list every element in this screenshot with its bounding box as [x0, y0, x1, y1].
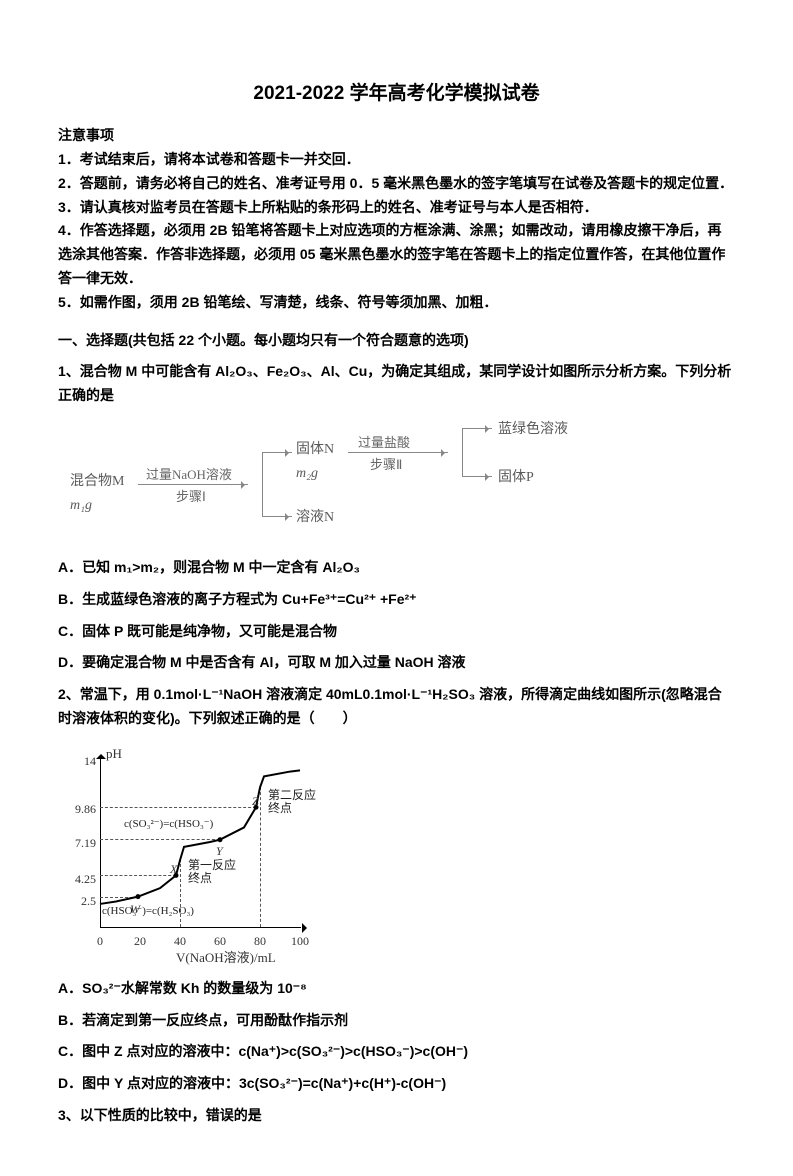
flow-label: 步骤Ⅰ — [176, 486, 206, 508]
flow-split — [262, 452, 263, 516]
point-label-z: Z — [252, 791, 259, 811]
notice-line: 4．作答选择题，必须用 2B 铅笔将答题卡上对应选项的方框涂满、涂黑；如需改动，… — [58, 219, 735, 290]
q1-option-b: B．生成蓝绿色溶液的离子方程式为 Cu+Fe³⁺=Cu²⁺ +Fe²⁺ — [58, 588, 735, 612]
point-label-x: X — [170, 859, 177, 879]
flow-label: 步骤Ⅱ — [370, 454, 402, 476]
flow-text: 固体N — [296, 438, 334, 462]
notice-line: 5．如需作图，须用 2B 铅笔绘、写清楚，线条、符号等须加黑、加粗． — [58, 291, 735, 315]
q2-option-d: D．图中 Y 点对应的溶液中：3c(SO₃²⁻)=c(Na⁺)+c(H⁺)-c(… — [58, 1072, 735, 1096]
flow-node-blue-green: 蓝绿色溶液 — [498, 418, 568, 442]
q3-stem: 3、以下性质的比较中，错误的是 — [58, 1104, 735, 1128]
exam-page: 2021-2022 学年高考化学模拟试卷 注意事项 1．考试结束后，请将本试卷和… — [0, 0, 793, 1176]
anno-y-eq: c(SO₃²⁻)=c(HSO₃⁻) — [124, 815, 213, 834]
arrow-icon — [262, 452, 292, 453]
q2-option-c: C．图中 Z 点对应的溶液中：c(Na⁺)>c(SO₃²⁻)>c(HSO₃⁻)>… — [58, 1040, 735, 1064]
notice-line: 3．请认真核对监考员在答题卡上所粘贴的条形码上的姓名、准考证号与本人是否相符． — [58, 196, 735, 220]
q2-option-a: A．SO₃²⁻水解常数 Kh 的数量级为 10⁻⁸ — [58, 977, 735, 1001]
section-header: 一、选择题(共包括 22 个小题。每小题均只有一个符合题意的选项) — [58, 329, 735, 353]
q1-stem: 1、混合物 M 中可能含有 Al₂O₃、Fe₂O₃、Al、Cu，为确定其组成，某… — [58, 360, 735, 408]
flow-text: 蓝绿色溶液 — [498, 418, 568, 442]
page-title: 2021-2022 学年高考化学模拟试卷 — [58, 78, 735, 110]
notice-line: 2．答题前，请务必将自己的姓名、准考证号用 0．5 毫米黑色墨水的签字笔填写在试… — [58, 172, 735, 196]
q1-option-d: D．要确定混合物 M 中是否含有 Al，可取 M 加入过量 NaOH 溶液 — [58, 651, 735, 675]
flow-label: 过量NaOH溶液 — [146, 464, 232, 486]
flow-node-solid-n: 固体N m₂g — [296, 438, 334, 486]
q1-option-c: C．固体 P 既可能是纯净物，又可能是混合物 — [58, 620, 735, 644]
q1-option-a: A．已知 m₁>m₂，则混合物 M 中一定含有 Al₂O₃ — [58, 556, 735, 580]
anno-second-equiv: 第二反应终点 — [268, 789, 316, 815]
anno-w-eq: c(HSO₃⁻)=c(H₂SO₃) — [102, 902, 194, 921]
arrow-icon — [462, 476, 492, 477]
flow-node-solution-n: 溶液N — [296, 506, 334, 530]
titration-curve — [58, 739, 338, 969]
flow-text: 固体P — [498, 466, 534, 490]
flow-text: 混合物M — [70, 470, 124, 494]
flow-label: 过量盐酸 — [358, 432, 410, 454]
flow-node-mixture-m: 混合物M m₁g — [70, 470, 124, 518]
flow-text: m₁g — [70, 494, 124, 518]
notice-header: 注意事项 — [58, 124, 735, 148]
q2-titration-chart: pH V(NaOH溶液)/mL 14 9.86 7.19 4.25 2.5 0 … — [58, 739, 338, 969]
flow-split — [462, 428, 463, 476]
flow-text: 溶液N — [296, 506, 334, 530]
arrow-icon — [262, 516, 292, 517]
anno-first-equiv: 第一反应终点 — [188, 859, 236, 885]
q2-stem: 2、常温下，用 0.1mol·L⁻¹NaOH 溶液滴定 40mL0.1mol·L… — [58, 683, 735, 731]
flow-node-solid-p: 固体P — [498, 466, 534, 490]
q1-flow-diagram: 混合物M m₁g 过量NaOH溶液 步骤Ⅰ 固体N m₂g 溶液N 过量盐酸 步… — [58, 422, 735, 542]
q2-option-b: B．若滴定到第一反应终点，可用酚酞作指示剂 — [58, 1009, 735, 1033]
notice-line: 1．考试结束后，请将本试卷和答题卡一并交回． — [58, 148, 735, 172]
arrow-icon — [462, 428, 492, 429]
flow-text: m₂g — [296, 462, 334, 486]
